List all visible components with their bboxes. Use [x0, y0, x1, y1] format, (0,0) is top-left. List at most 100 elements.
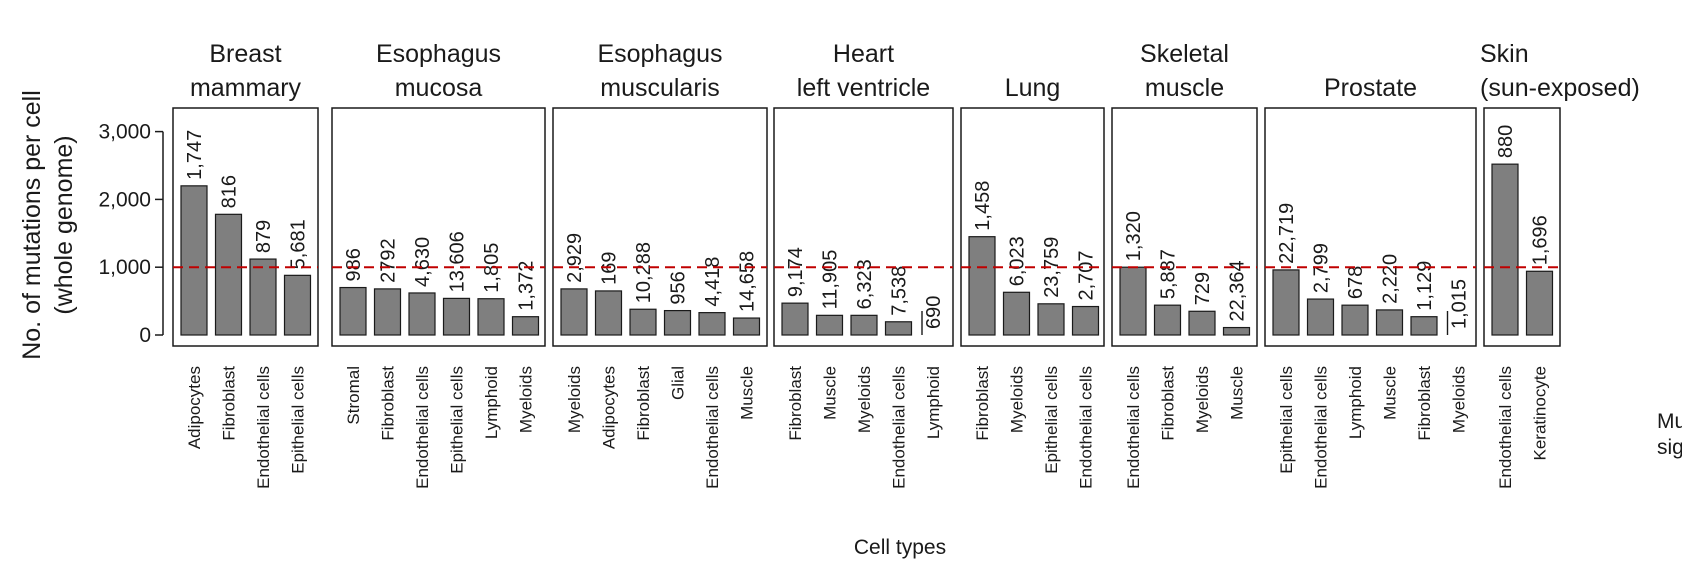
bar [698, 312, 726, 336]
category-label: Endothelial cells [1077, 366, 1096, 489]
bar [781, 302, 809, 336]
bar [594, 290, 623, 336]
panel-7: Skin (sun-exposed) 880 Endothelial cells 1,6… [1480, 40, 1640, 489]
category-label: Fibroblast [973, 366, 992, 441]
panel-title: muscularis [600, 74, 719, 102]
side-note: Mu [1657, 410, 1682, 433]
bar [968, 236, 996, 336]
bar-value-label: 986 [343, 248, 365, 281]
bar [884, 321, 913, 336]
category-label: Endothelial cells [413, 366, 432, 489]
bar [1341, 304, 1369, 336]
category-label: Fibroblast [786, 366, 805, 441]
bar-value-label: 2792 [378, 238, 400, 283]
category-label: Endothelial cells [1124, 366, 1143, 489]
bar-value-label: 5,887 [1158, 249, 1180, 299]
panel-title: Prostate [1324, 74, 1417, 102]
bar-value-label: 4,418 [702, 257, 724, 307]
y-axis: 0 1,000 2,000 3,000 [98, 121, 164, 347]
bar-value-label: 690 [923, 296, 945, 329]
bar-value-label: 14,658 [737, 251, 759, 312]
category-label: Myeloids [517, 366, 536, 433]
panel-frame [773, 107, 954, 347]
panel-5: Skeletal muscle 1,320 Endothelial cells 5,88… [1111, 40, 1258, 489]
category-label: Epithelial cells [1042, 366, 1061, 474]
bar-value-label: 10,288 [633, 242, 655, 303]
panel-frame [552, 107, 768, 347]
bar [1306, 298, 1335, 336]
panel-frame [1111, 107, 1258, 347]
bar-value-label: 880 [1495, 125, 1517, 158]
category-label: Endothelial cells [890, 366, 909, 489]
bar [732, 317, 761, 336]
bar [663, 309, 692, 336]
bar-value-label: 816 [219, 175, 241, 208]
category-label: Fibroblast [1415, 366, 1434, 441]
bar [339, 286, 367, 336]
category-label: Muscle [1228, 366, 1247, 420]
category-label: Adipocytes [185, 366, 204, 449]
bar-value-label: 1,458 [972, 181, 994, 231]
bar-value-label: 2,929 [564, 233, 586, 283]
category-label: Myeloids [1450, 366, 1469, 433]
category-label: Fibroblast [1159, 366, 1178, 441]
bar [560, 288, 588, 336]
bar-value-label: 6,023 [1007, 236, 1029, 286]
bar [283, 274, 312, 336]
category-label: Lymphoid [482, 366, 501, 439]
category-label: Muscle [821, 366, 840, 420]
bar-value-label: 6,323 [854, 259, 876, 309]
panel-title: Heart [833, 40, 894, 68]
bar [1491, 163, 1519, 336]
bar-value-label: 1,747 [184, 130, 206, 180]
bar-value-label: 678 [1345, 266, 1367, 299]
bar [1188, 310, 1216, 336]
y-axis-title: (whole genome) [50, 135, 78, 314]
panel-title: Esophagus [597, 40, 722, 68]
bar [511, 316, 540, 336]
category-label: Myeloids [1193, 366, 1212, 433]
bar-value-label: 1,372 [516, 261, 538, 311]
panel-title: (sun-exposed) [1480, 74, 1640, 102]
category-label: Muscle [738, 366, 757, 420]
category-label: Lymphoid [924, 366, 943, 439]
panel-frame [1264, 107, 1477, 347]
panel-title: Lung [1005, 74, 1061, 102]
category-label: Stromal [344, 366, 363, 425]
category-label: Myeloids [855, 366, 874, 433]
bar [1375, 309, 1404, 336]
bar-value-label: 11,905 [820, 250, 842, 310]
category-label: Epithelial cells [289, 366, 308, 474]
bar-value-label: 22,364 [1227, 260, 1249, 321]
y-tick-label: 1,000 [98, 256, 151, 279]
category-label: Glial [669, 366, 688, 400]
category-label: Myeloids [565, 366, 584, 433]
bar [1153, 304, 1182, 336]
panel-title: left ventricle [797, 74, 930, 102]
bar [1002, 291, 1031, 336]
bar [1525, 270, 1554, 336]
category-label: Keratinocyte [1531, 366, 1550, 461]
bar [249, 258, 277, 336]
panel-title: mammary [190, 74, 302, 102]
bar-value-label: 23,759 [1041, 237, 1063, 298]
y-tick-label: 0 [139, 324, 151, 347]
bar [442, 297, 471, 336]
category-label: Endothelial cells [1312, 366, 1331, 489]
category-label: Epithelial cells [1277, 366, 1296, 474]
bar-value-label: 1,015 [1449, 279, 1471, 329]
bar [214, 213, 243, 336]
panel-title: Breast [209, 40, 281, 68]
category-label: Lymphoid [1346, 366, 1365, 439]
side-note: sig [1657, 436, 1682, 459]
bar [180, 185, 208, 336]
bar-value-label: 1,320 [1123, 211, 1145, 261]
panel-frame [331, 107, 546, 347]
axis-titles: No. of mutations per cell (whole genome) C… [18, 90, 1682, 559]
panel-title: Esophagus [376, 40, 501, 68]
bar-value-label: 879 [253, 220, 275, 253]
bar [1222, 326, 1251, 336]
category-label: Endothelial cells [703, 366, 722, 489]
